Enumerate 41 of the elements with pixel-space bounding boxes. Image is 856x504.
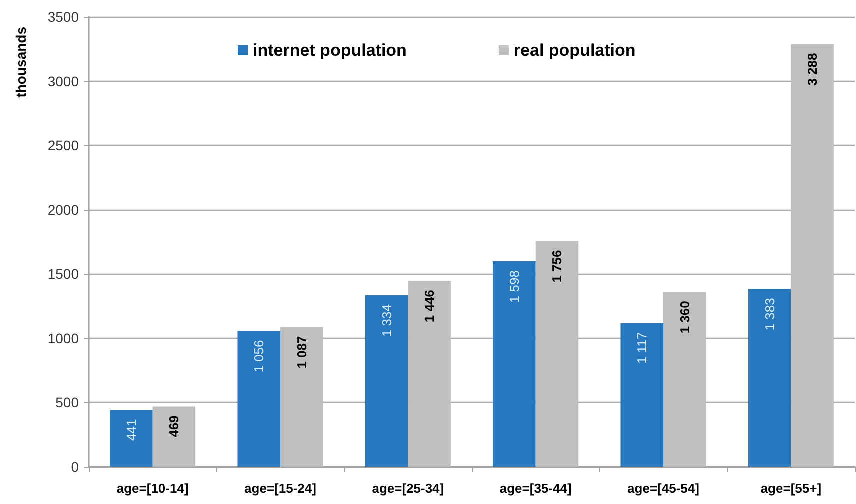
y-axis-title: thousands: [13, 26, 29, 98]
x-tick-label: age=[55+]: [760, 481, 822, 496]
legend-label: real population: [514, 41, 636, 60]
bar: [791, 44, 834, 467]
data-label: 1 087: [294, 336, 310, 369]
y-tick-label: 1000: [48, 330, 80, 346]
bar: [664, 292, 706, 467]
y-tick-label: 2000: [48, 202, 80, 218]
bar: [365, 295, 408, 467]
bar: [748, 289, 792, 467]
y-tick-label: 2500: [48, 138, 80, 154]
y-tick-label: 1500: [48, 266, 80, 282]
y-tick-label: 0: [71, 459, 80, 475]
bar: [152, 406, 196, 467]
x-tick-label: age=[45-54]: [628, 481, 700, 496]
data-label: 1 446: [422, 290, 438, 323]
bar: [620, 323, 664, 467]
data-label: 1 360: [677, 301, 692, 334]
bar: [408, 281, 451, 467]
legend-label: internet population: [253, 41, 407, 60]
data-label: 1 598: [506, 270, 522, 304]
bar: [536, 241, 579, 467]
data-label: 1 334: [379, 304, 394, 338]
bar: [280, 327, 324, 467]
data-label: 1 056: [252, 340, 267, 373]
data-label: 3 288: [805, 53, 820, 86]
bar: [238, 331, 280, 467]
bar: [493, 262, 536, 467]
y-tick-label: 500: [56, 394, 80, 411]
data-label: 441: [124, 419, 139, 442]
y-tick-label: 3500: [48, 9, 80, 25]
data-label: 1 756: [550, 250, 565, 283]
data-label: 469: [166, 416, 182, 438]
y-tick-label: 3000: [48, 73, 80, 90]
bar: [110, 410, 153, 467]
x-tick-label: age=[25-34]: [372, 481, 444, 496]
x-tick-label: age=[35-44]: [500, 481, 572, 496]
data-label: 1 383: [762, 298, 778, 331]
x-tick-label: age=[15-24]: [244, 481, 316, 496]
data-label: 1 117: [634, 332, 650, 364]
x-tick-label: age=[10-14]: [116, 481, 189, 496]
